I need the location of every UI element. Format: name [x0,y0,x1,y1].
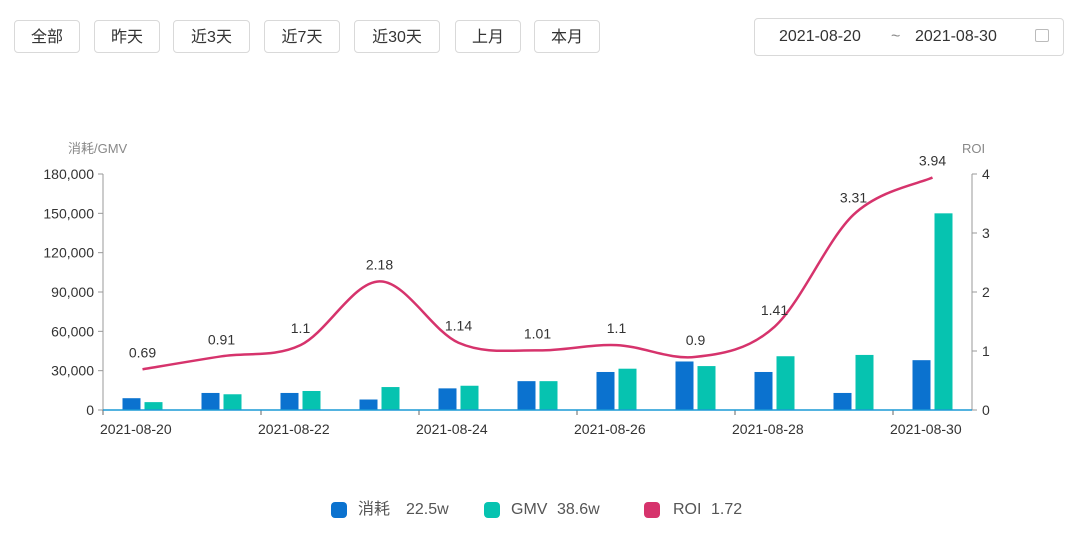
gmv-bar [302,390,321,410]
x-tick-label: 2021-08-24 [416,421,488,437]
right-axis-name: ROI [962,141,985,156]
legend-spend-total: 22.5w [406,501,449,518]
spend-bar [596,371,615,410]
gmv-bar [697,366,716,410]
legend-swatch-spend[interactable] [331,502,347,518]
start-date[interactable]: 2021-08-20 [779,28,861,45]
legend-gmv-total: 38.6w [557,501,600,518]
x-tick-label: 2021-08-26 [574,421,646,437]
spend-bar [754,371,773,410]
legend-gmv-label[interactable]: GMV [511,501,548,518]
roi-data-label: 1.1 [607,320,627,336]
date-range-picker[interactable]: 2021-08-20 ~ 2021-08-30 [754,18,1064,56]
left-tick-label: 120,000 [43,245,94,261]
spend-bar [912,360,931,410]
roi-data-label: 1.14 [445,318,472,334]
left-tick-label: 0 [86,402,94,418]
roi-data-label: 0.69 [129,344,156,360]
gmv-bar [776,356,795,410]
left-tick-label: 60,000 [51,323,94,339]
left-axis-name: 消耗/GMV [68,141,128,156]
filter-button[interactable]: 近30天 [354,20,440,53]
gmv-bar [144,402,163,410]
spend-bar [122,398,141,410]
filter-button[interactable]: 昨天 [94,20,160,53]
right-tick-label: 3 [982,225,990,241]
right-tick-label: 0 [982,402,990,418]
gmv-bar [618,368,637,410]
legend-swatch-gmv[interactable] [484,502,500,518]
spend-bar [675,361,694,410]
roi-data-label: 1.1 [291,320,311,336]
roi-data-label: 1.41 [761,302,788,318]
range-separator: ~ [891,28,901,45]
spend-bar [517,381,536,410]
roi-data-label: 0.91 [208,331,235,347]
legend-roi-label[interactable]: ROI [673,501,702,518]
gmv-bar [460,385,479,410]
spend-bar [438,388,457,410]
legend-roi-total: 1.72 [711,501,743,518]
roi-line [142,176,934,371]
filter-button[interactable]: 近7天 [264,20,340,53]
right-tick-label: 1 [982,343,990,359]
roi-data-label: 0.9 [686,332,706,348]
end-date[interactable]: 2021-08-30 [915,28,997,45]
spend-bar [833,392,852,410]
filter-button[interactable]: 本月 [534,20,600,53]
roi-data-label: 1.01 [524,325,551,341]
spend-bar [359,399,378,410]
left-tick-label: 30,000 [51,363,94,379]
right-tick-label: 2 [982,284,990,300]
roi-data-label: 2.18 [366,256,393,272]
left-tick-label: 150,000 [43,205,94,221]
x-tick-label: 2021-08-30 [890,421,962,437]
calendar-icon[interactable] [1035,29,1049,42]
gmv-bar [223,394,242,410]
legend-spend-label[interactable]: 消耗 [358,501,391,518]
left-tick-label: 90,000 [51,284,94,300]
spend-bar [280,392,299,410]
x-tick-label: 2021-08-22 [258,421,330,437]
x-tick-label: 2021-08-20 [100,421,172,437]
roi-data-label: 3.31 [840,190,867,206]
spend-bar [201,392,220,410]
x-tick-label: 2021-08-28 [732,421,804,437]
right-tick-label: 4 [982,166,990,182]
filter-button[interactable]: 全部 [14,20,80,53]
roi-data-label: 3.94 [919,153,946,169]
gmv-bar [539,381,558,410]
gmv-bar [934,213,953,410]
left-tick-label: 180,000 [43,166,94,182]
filter-button[interactable]: 近3天 [173,20,250,53]
legend-swatch-roi[interactable] [644,502,660,518]
filter-button[interactable]: 上月 [455,20,521,53]
gmv-bar [381,387,400,410]
gmv-bar [855,354,874,410]
